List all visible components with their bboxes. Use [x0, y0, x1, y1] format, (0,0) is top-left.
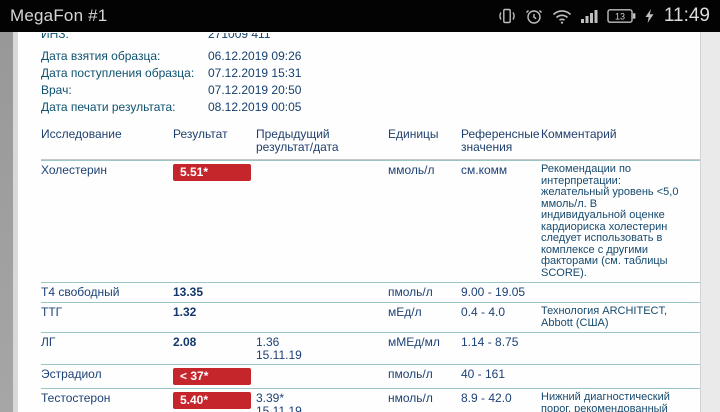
comment: Рекомендации по интерпретации: желательн… — [541, 163, 679, 279]
meta-value: 07.12.2019 15:31 — [208, 65, 302, 80]
wifi-icon — [551, 7, 573, 25]
page-left-margin-light — [13, 32, 18, 412]
previous-result — [256, 286, 388, 299]
test-name: Эстрадиол — [41, 367, 102, 381]
meta-label: Дата печати результата: — [41, 99, 176, 114]
units: мМЕд/мл — [388, 335, 440, 349]
header-test: Исследование — [41, 127, 122, 141]
signal-icon — [580, 8, 600, 24]
table-row: ЛГ 2.08 1.36 15.11.19 мМЕд/мл 1.14 - 8.7… — [41, 332, 700, 364]
meta-row-inz: ИНЗ: 271009 411 — [41, 33, 700, 47]
previous-result — [256, 368, 388, 385]
result-flagged-badge: 5.51* — [173, 164, 251, 181]
reference-range: см.комм — [461, 163, 508, 177]
reference-range: 9.00 - 19.05 — [461, 285, 526, 299]
meta-row-doctor: Врач: 07.12.2019 20:50 — [41, 81, 700, 98]
alarm-icon — [524, 7, 544, 25]
page-right-margin — [700, 32, 720, 412]
previous-value: 3.39* — [256, 391, 285, 405]
document-viewer: ИНЗ: 271009 411 Дата взятия образца: 06.… — [0, 32, 720, 412]
table-row: Тестостерон 5.40* 3.39* 15.11.19 нмоль/л… — [41, 388, 700, 412]
reference-range: 8.9 - 42.0 — [461, 391, 512, 405]
test-name: ТТГ — [41, 305, 63, 319]
comment: Технология ARCHITECT, Abbott (США) — [541, 305, 668, 329]
lab-report-page[interactable]: ИНЗ: 271009 411 Дата взятия образца: 06.… — [18, 32, 700, 412]
test-name: ЛГ — [41, 335, 56, 349]
meta-value: 07.12.2019 20:50 — [208, 82, 302, 97]
android-status-bar: MegaFon #1 — [0, 0, 720, 32]
test-name: Холестерин — [41, 163, 107, 177]
table-row: Холестерин 5.51* ммоль/л см.комм Рекомен… — [41, 160, 700, 282]
meta-value: 06.12.2019 09:26 — [208, 48, 302, 63]
result-value: 2.08 — [173, 335, 197, 349]
table-row: ТТГ 1.32 мЕд/л 0.4 - 4.0 Технология ARCH… — [41, 302, 700, 332]
previous-result — [256, 164, 388, 279]
header-reference: Референсные значения — [461, 127, 540, 154]
meta-row-sample-received: Дата поступления образца: 07.12.2019 15:… — [41, 64, 700, 81]
previous-date: 15.11.19 — [256, 403, 302, 412]
header-comment: Комментарий — [541, 127, 617, 141]
reference-range: 1.14 - 8.75 — [461, 335, 519, 349]
vibrate-icon — [497, 7, 517, 25]
carrier-label: MegaFon #1 — [10, 6, 108, 25]
meta-value: 271009 411 — [208, 33, 271, 41]
previous-date: 15.11.19 — [256, 347, 302, 362]
meta-label: Дата взятия образца: — [41, 48, 161, 63]
meta-row-sample-taken: Дата взятия образца: 06.12.2019 09:26 — [41, 47, 700, 64]
status-icons: 13 11:49 — [497, 5, 710, 27]
comment: Нижний диагностический порог, рекомендов… — [541, 391, 670, 412]
previous-value: 1.36 — [256, 335, 280, 349]
comment — [541, 336, 692, 361]
previous-result: 3.39* 15.11.19 — [256, 392, 388, 412]
table-header-row: Исследование Результат Предыдущий резуль… — [41, 125, 700, 160]
meta-label: Врач: — [41, 82, 72, 97]
units: пмоль/л — [388, 367, 433, 381]
header-result: Результат — [173, 127, 228, 141]
units: ммоль/л — [388, 163, 435, 177]
units: мЕд/л — [388, 305, 422, 319]
battery-percent-text: 13 — [615, 11, 625, 21]
test-name: Тестостерон — [41, 391, 111, 405]
units: пмоль/л — [388, 285, 433, 299]
reference-range: 40 - 161 — [461, 367, 506, 381]
comment — [541, 286, 692, 299]
reference-range: 0.4 - 4.0 — [461, 305, 506, 319]
header-units: Единицы — [388, 127, 439, 141]
clock-text: 11:49 — [663, 5, 710, 26]
result-flagged-badge: 5.40* — [173, 392, 251, 409]
comment — [541, 368, 692, 385]
table-row: Т4 свободный 13.35 пмоль/л 9.00 - 19.05 — [41, 282, 700, 302]
battery-icon: 13 — [607, 8, 637, 24]
meta-label: Дата поступления образца: — [41, 65, 195, 80]
charging-icon — [644, 8, 655, 24]
meta-value: 08.12.2019 00:05 — [208, 99, 302, 114]
previous-result — [256, 306, 388, 329]
meta-row-printed: Дата печати результата: 08.12.2019 00:05 — [41, 98, 700, 115]
meta-label: ИНЗ: — [41, 33, 69, 41]
table-row: Эстрадиол < 37* пмоль/л 40 - 161 — [41, 364, 700, 388]
result-value: 13.35 — [173, 285, 204, 299]
page-left-margin — [0, 32, 13, 412]
result-value: 1.32 — [173, 305, 197, 319]
units: нмоль/л — [388, 391, 433, 405]
test-name: Т4 свободный — [41, 285, 120, 299]
previous-result: 1.36 15.11.19 — [256, 336, 388, 361]
header-previous: Предыдущий результат/дата — [256, 127, 339, 154]
results-table: Исследование Результат Предыдущий резуль… — [41, 125, 700, 412]
result-flagged-badge: < 37* — [173, 368, 251, 385]
